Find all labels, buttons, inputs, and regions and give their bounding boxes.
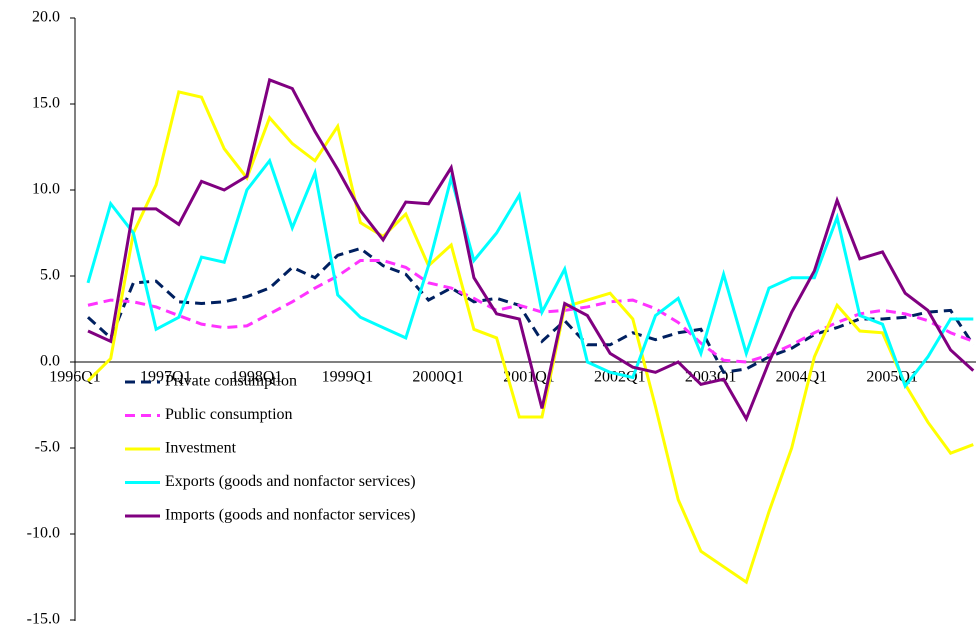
x-tick-label: 2002Q1 bbox=[594, 369, 646, 386]
y-tick-label: 0.0 bbox=[40, 353, 60, 370]
y-tick-label: 5.0 bbox=[40, 267, 60, 284]
y-tick-label: 20.0 bbox=[32, 9, 60, 26]
legend-label: Imports (goods and nonfactor services) bbox=[165, 507, 416, 524]
x-tick-label: 1999Q1 bbox=[322, 369, 374, 386]
x-tick-label: 1998Q1 bbox=[231, 369, 283, 386]
series-line bbox=[86, 90, 974, 585]
y-tick-label: 10.0 bbox=[32, 181, 60, 198]
legend-label: Private consumption bbox=[165, 373, 297, 390]
x-tick-label: 2001Q1 bbox=[503, 369, 555, 386]
series-line bbox=[86, 157, 974, 390]
legend-label: Exports (goods and nonfactor services) bbox=[165, 473, 416, 490]
y-tick-label: 15.0 bbox=[32, 95, 60, 112]
y-tick-label: -5.0 bbox=[35, 439, 60, 456]
x-tick-label: 1997Q1 bbox=[140, 369, 192, 386]
legend-label: Investment bbox=[165, 440, 237, 457]
y-tick-label: -15.0 bbox=[27, 611, 60, 627]
y-tick-label: -10.0 bbox=[27, 525, 60, 542]
series-line bbox=[87, 77, 975, 423]
x-tick-label: 1996Q1 bbox=[49, 369, 101, 386]
legend-label: Public consumption bbox=[165, 406, 293, 423]
x-tick-label: 2000Q1 bbox=[412, 369, 464, 386]
x-tick-label: 2004Q1 bbox=[776, 369, 828, 386]
